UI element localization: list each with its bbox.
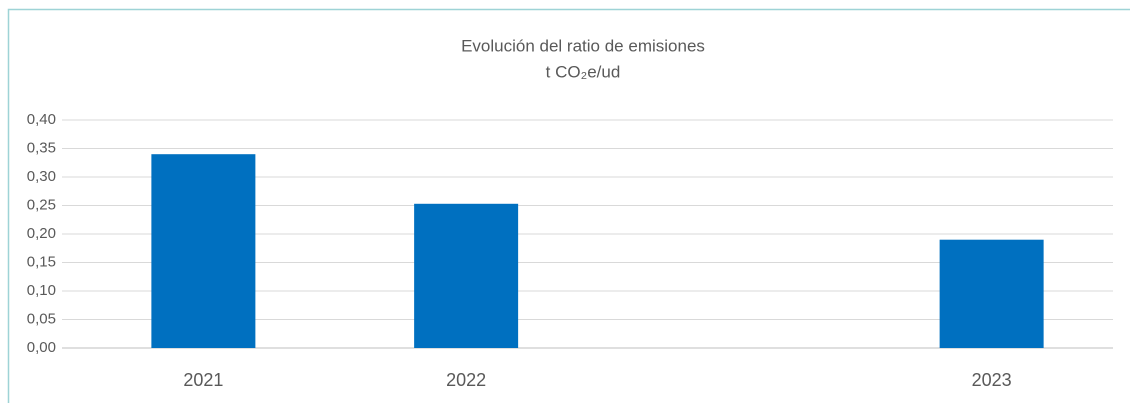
chart-title: Evolución del ratio de emisiones — [461, 36, 705, 55]
y-tick-label: 0,30 — [27, 168, 56, 185]
chart-subtitle: t CO₂e/ud — [546, 62, 621, 81]
y-tick-label: 0,00 — [27, 339, 56, 356]
y-tick-label: 0,35 — [27, 139, 56, 156]
y-tick-label: 0,40 — [27, 111, 56, 128]
x-tick-label: 2023 — [972, 370, 1012, 390]
y-tick-label: 0,05 — [27, 310, 56, 327]
y-tick-label: 0,10 — [27, 282, 56, 299]
y-tick-label: 0,20 — [27, 225, 56, 242]
x-tick-label: 2022 — [446, 370, 486, 390]
x-tick-label: 2021 — [183, 370, 223, 390]
bar — [939, 239, 1044, 348]
chart-frame — [7, 8, 1130, 403]
y-tick-label: 0,15 — [27, 253, 56, 270]
bar — [414, 203, 519, 348]
y-tick-label: 0,25 — [27, 196, 56, 213]
bar — [151, 154, 256, 348]
